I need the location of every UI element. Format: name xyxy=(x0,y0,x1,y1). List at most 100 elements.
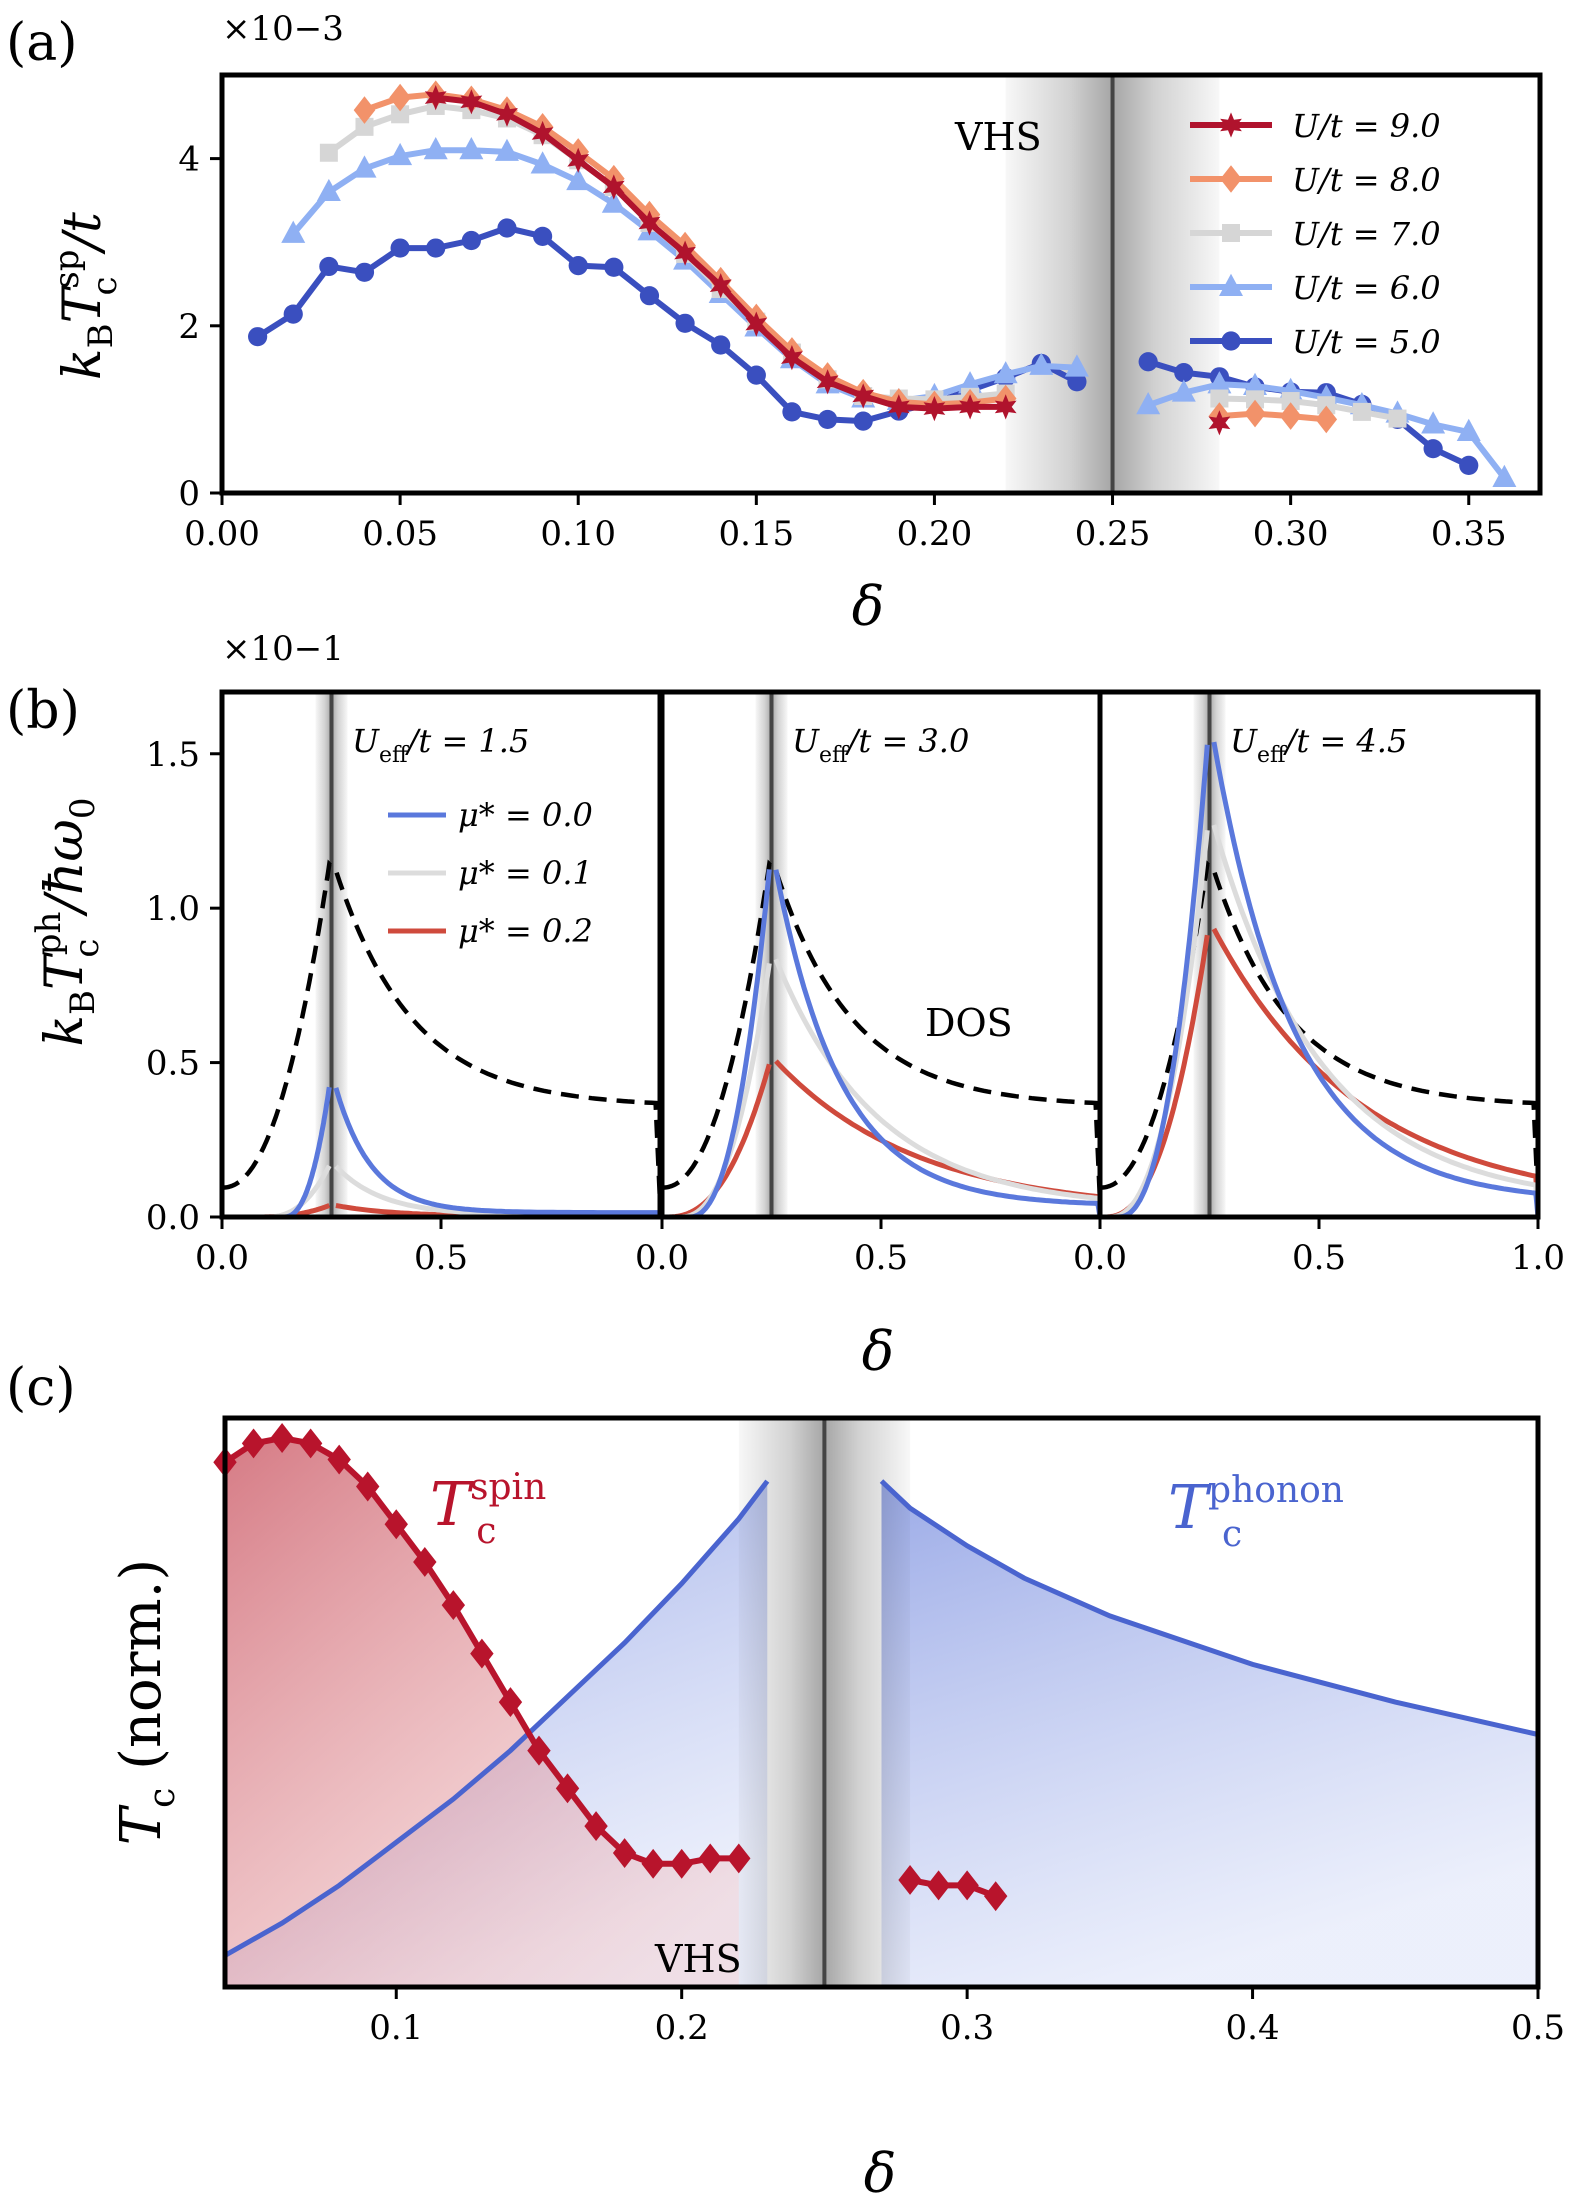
subplot-title: Ueff/t = 1.5 xyxy=(352,722,529,768)
spin-point xyxy=(898,1865,922,1895)
data-point xyxy=(958,371,983,394)
panel-c-tag: (c) xyxy=(6,1358,76,1418)
data-point xyxy=(459,137,484,160)
data-point xyxy=(604,257,624,277)
legend-label: μ* = 0.0 xyxy=(458,796,593,834)
data-point xyxy=(638,210,661,236)
spin-point xyxy=(955,1870,979,1901)
data-point xyxy=(494,138,519,161)
x-tick-label: 0.00 xyxy=(184,514,260,554)
spin-point xyxy=(241,1428,266,1459)
spin-point xyxy=(698,1843,722,1874)
data-point xyxy=(782,402,802,422)
spin-point xyxy=(669,1848,694,1879)
data-point xyxy=(853,411,873,431)
data-point xyxy=(1243,372,1268,395)
data-point xyxy=(497,218,517,238)
data-point xyxy=(711,335,731,355)
data-point xyxy=(424,85,447,111)
data-point xyxy=(319,256,339,277)
subplot-frame xyxy=(219,689,663,1220)
data-point xyxy=(530,151,555,174)
x-tick-label: 0.5 xyxy=(1292,1238,1346,1278)
dos-curve xyxy=(1100,859,1541,1202)
data-point xyxy=(1421,411,1446,434)
x-tick-label: 0.25 xyxy=(1075,514,1151,554)
y-tick-label: 0 xyxy=(178,474,200,514)
series-line xyxy=(1219,410,1327,423)
phonon-area xyxy=(881,1481,1538,1987)
x-tick-label: 0.2 xyxy=(655,2008,709,2048)
subplot-title: Ueff/t = 3.0 xyxy=(792,722,969,768)
panel-a-vhs-label: VHS xyxy=(954,115,1042,159)
data-point xyxy=(496,101,518,127)
x-tick-label: 0.15 xyxy=(718,514,794,554)
x-tick-label: 0.5 xyxy=(414,1238,468,1278)
y-tick-label: 2 xyxy=(178,307,200,347)
data-point xyxy=(1136,392,1161,415)
phonon-line xyxy=(223,1479,770,1958)
spin-point xyxy=(612,1838,637,1868)
spin-point xyxy=(413,1547,437,1577)
data-point xyxy=(391,105,410,124)
legend-marker xyxy=(1222,224,1240,242)
tc-curve-mu0 xyxy=(773,869,1103,1218)
data-point xyxy=(355,117,374,136)
data-point xyxy=(1423,439,1443,459)
panel-a-x-ticks: 0.00 0.05 0.10 0.15 0.20 0.25 0.30 0.35 xyxy=(184,493,1507,554)
legend-label: U/t = 6.0 xyxy=(1292,269,1441,307)
data-point xyxy=(460,89,483,115)
x-tick-label: 0.5 xyxy=(1511,2008,1565,2048)
x-tick-label: 0.4 xyxy=(1226,2008,1280,2048)
panel-c-x-label: δ xyxy=(864,2142,897,2205)
x-tick-label: 0.1 xyxy=(369,2008,423,2048)
panel-a-y-label: kBTspc/t xyxy=(47,212,125,380)
spin-point xyxy=(441,1590,466,1621)
panel-b-x-ticks: 0.0 0.5 0.0 0.5 0.0 0.5 1.0 xyxy=(195,1217,1565,1278)
panel-a-y-ticks: 0 2 4 xyxy=(178,140,222,514)
panel-c-vhs-label: VHS xyxy=(654,1937,742,1981)
y-tick-label: 1.0 xyxy=(146,889,200,929)
data-point xyxy=(601,190,626,213)
data-point xyxy=(532,226,553,246)
spin-point xyxy=(727,1843,751,1874)
spin-point xyxy=(926,1870,951,1901)
spin-point xyxy=(641,1848,665,1879)
data-point xyxy=(602,174,625,200)
series-9.0 xyxy=(424,85,1231,436)
panel-b: (b) ×10−1 Ueff/t = 1.5 Ueff/t = 3.0 Ueff… xyxy=(6,629,1565,1383)
panel-a-multiplier: ×10−3 xyxy=(222,9,344,49)
legend-marker xyxy=(1220,112,1242,138)
legend-marker xyxy=(1220,165,1242,193)
legend-label: U/t = 9.0 xyxy=(1292,107,1441,145)
series-line xyxy=(290,147,1078,404)
y-tick-label: 1.5 xyxy=(146,735,200,775)
series-7.0 xyxy=(319,96,1407,428)
data-point xyxy=(745,311,768,337)
x-tick-label: 0.3 xyxy=(940,2008,994,2048)
spin-point xyxy=(498,1687,523,1718)
tc-curve-mu0 xyxy=(688,869,772,1220)
panel-a-series xyxy=(248,80,1517,487)
data-point xyxy=(316,178,341,202)
data-point xyxy=(1174,363,1194,383)
panel-b-dos-label: DOS xyxy=(925,1001,1013,1045)
panel-b-y-ticks: 0.0 0.5 1.0 1.5 xyxy=(146,735,222,1238)
data-point xyxy=(1388,409,1407,428)
data-point xyxy=(567,147,590,173)
panel-b-multiplier: ×10−1 xyxy=(222,629,344,669)
data-point xyxy=(353,96,376,124)
x-tick-label: 0.5 xyxy=(854,1238,908,1278)
panel-c-frame xyxy=(222,1415,1541,1990)
data-point xyxy=(1492,464,1517,487)
spin-point xyxy=(270,1423,294,1453)
legend-label: U/t = 7.0 xyxy=(1292,215,1441,253)
data-point xyxy=(568,256,588,276)
data-point xyxy=(709,273,732,299)
y-tick-label: 0.5 xyxy=(146,1044,200,1084)
y-tick-label: 0.0 xyxy=(146,1198,200,1238)
panel-b-subplot-1: Ueff/t = 1.5 xyxy=(219,689,663,1220)
legend-marker xyxy=(1219,273,1243,296)
data-point xyxy=(531,120,554,147)
panel-a-legend: U/t = 9.0 U/t = 8.0 U/t = 7.0 U/t = 6.0 U/t … xyxy=(1190,107,1441,361)
